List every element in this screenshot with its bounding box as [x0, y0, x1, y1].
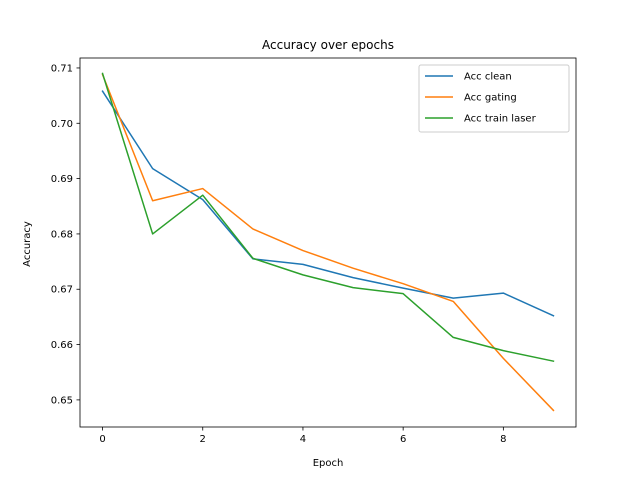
legend-label-2: Acc gating [464, 93, 517, 104]
series-line-1 [101, 90, 555, 317]
x-tick-label: 4 [300, 434, 306, 445]
y-axis-title: Accuracy [22, 221, 33, 267]
x-tick-label: 8 [500, 434, 506, 445]
legend: Acc clean Acc gating Acc train laser [418, 64, 570, 133]
y-tick-label: 0.70 [51, 119, 73, 130]
series-line-2 [101, 73, 555, 412]
x-axis-title: Epoch [313, 458, 344, 469]
chart-title: Accuracy over epochs [262, 38, 394, 52]
x-tick-label: 0 [99, 434, 105, 445]
y-tick-label: 0.71 [51, 63, 73, 74]
x-tick-label: 6 [400, 434, 406, 445]
y-tick-label: 0.68 [51, 229, 73, 240]
series-line-3 [101, 72, 555, 363]
legend-label-3: Acc train laser [464, 114, 537, 125]
y-tick-label: 0.69 [51, 174, 73, 185]
x-tick-label: 2 [200, 434, 206, 445]
y-tick-label: 0.67 [51, 285, 73, 296]
series-layer [101, 72, 555, 412]
legend-label-1: Acc clean [464, 72, 512, 83]
axes-layer: 0 2 4 6 8 0.65 0.66 0.67 0.68 0.69 0.70 0.71 [51, 57, 577, 445]
plot-frame [79, 57, 577, 428]
y-tick-label: 0.65 [51, 395, 73, 406]
y-tick-label: 0.66 [51, 340, 73, 351]
legend-frame [418, 64, 570, 133]
